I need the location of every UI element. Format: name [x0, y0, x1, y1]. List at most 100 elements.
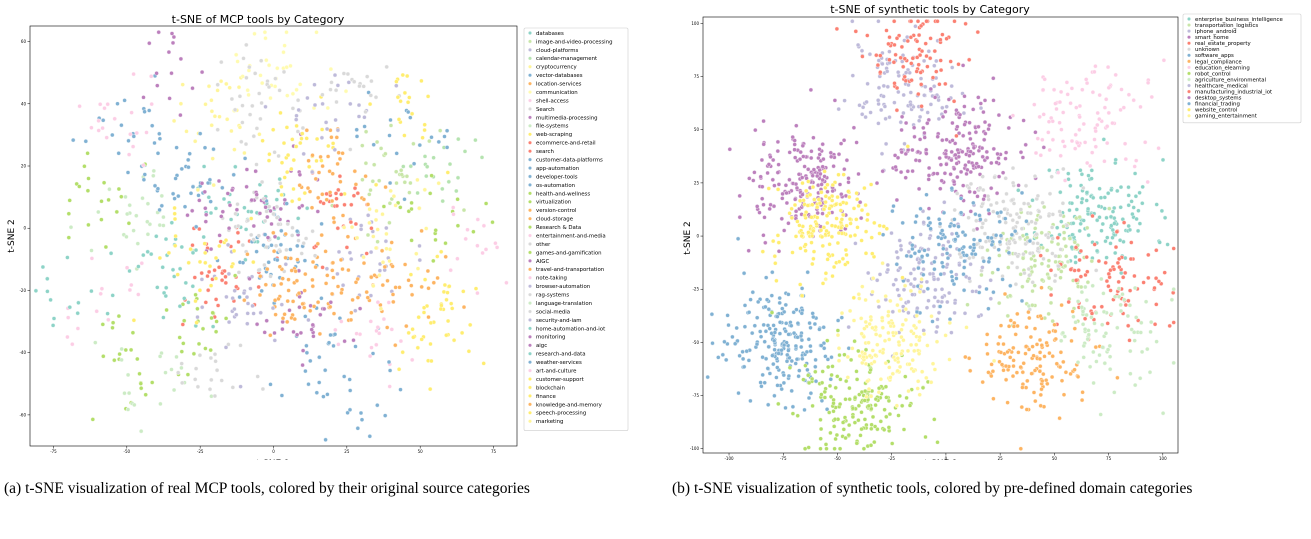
- scatter-point: [903, 307, 908, 312]
- scatter-point: [927, 220, 933, 226]
- scatter-point: [806, 167, 811, 172]
- scatter-point: [856, 418, 861, 423]
- scatter-point: [797, 198, 803, 203]
- scatter-point: [222, 268, 227, 274]
- scatter-point: [1085, 280, 1091, 285]
- scatter-point: [993, 233, 999, 238]
- scatter-point: [817, 167, 822, 173]
- scatter-point: [763, 304, 768, 310]
- scatter-point: [981, 197, 986, 202]
- scatter-point: [1032, 263, 1037, 269]
- scatter-point: [963, 232, 968, 238]
- scatter-point: [1023, 385, 1029, 390]
- scatter-point: [1010, 373, 1016, 379]
- scatter-point: [263, 282, 268, 287]
- scatter-point: [304, 343, 309, 348]
- scatter-point: [939, 260, 945, 265]
- y-tick-label: 0: [23, 226, 26, 231]
- scatter-point: [191, 351, 197, 356]
- scatter-point: [968, 169, 973, 175]
- scatter-point: [873, 353, 878, 358]
- scatter-point: [844, 252, 849, 258]
- scatter-point: [203, 300, 208, 305]
- scatter-point: [297, 197, 302, 202]
- scatter-point: [1128, 371, 1133, 376]
- scatter-point: [893, 52, 898, 57]
- scatter-point: [1057, 209, 1062, 214]
- scatter-point: [345, 410, 350, 415]
- scatter-point: [141, 177, 147, 182]
- scatter-point: [868, 182, 874, 187]
- scatter-point: [947, 317, 953, 322]
- scatter-point: [1073, 320, 1078, 325]
- scatter-point: [1031, 353, 1036, 358]
- scatter-point: [727, 147, 732, 152]
- scatter-point: [260, 386, 266, 392]
- scatter-point: [327, 169, 332, 174]
- scatter-point: [825, 189, 830, 194]
- scatter-point: [1118, 107, 1123, 113]
- scatter-point: [172, 216, 178, 222]
- scatter-point: [1113, 72, 1118, 78]
- scatter-point: [860, 105, 866, 110]
- scatter-point: [357, 83, 362, 89]
- y-tick-label: -20: [19, 288, 26, 293]
- scatter-point: [200, 305, 205, 310]
- scatter-point: [324, 126, 330, 132]
- scatter-point: [147, 108, 152, 113]
- scatter-point: [157, 207, 162, 213]
- scatter-point: [197, 288, 203, 293]
- legend-marker: [528, 48, 532, 52]
- legend-entry: search: [536, 149, 554, 155]
- scatter-point: [830, 188, 835, 194]
- scatter-point: [901, 92, 906, 98]
- scatter-point: [1069, 201, 1075, 206]
- scatter-point: [921, 328, 926, 333]
- scatter-point: [398, 205, 403, 210]
- scatter-point: [273, 243, 279, 248]
- scatter-point: [399, 168, 404, 173]
- scatter-point: [447, 161, 453, 167]
- scatter-point: [810, 311, 815, 316]
- scatter-point: [1099, 304, 1104, 309]
- scatter-point: [795, 413, 800, 418]
- scatter-point: [784, 321, 789, 326]
- scatter-point: [802, 213, 807, 218]
- scatter-point: [792, 202, 798, 208]
- scatter-point: [935, 19, 940, 24]
- scatter-point: [954, 133, 959, 139]
- scatter-point: [415, 266, 421, 271]
- scatter-point: [925, 64, 930, 69]
- scatter-point: [179, 349, 184, 354]
- scatter-point: [178, 56, 184, 62]
- scatter-point: [883, 294, 888, 299]
- scatter-point: [268, 382, 273, 387]
- caption-a: (a) t-SNE visualization of real MCP tool…: [4, 480, 530, 497]
- scatter-point: [455, 223, 461, 228]
- scatter-point: [938, 162, 944, 167]
- scatter-point: [886, 425, 892, 430]
- scatter-point: [273, 76, 278, 81]
- scatter-point: [977, 238, 983, 243]
- scatter-point: [316, 195, 321, 200]
- scatter-point: [887, 365, 892, 370]
- scatter-point: [339, 192, 344, 197]
- scatter-point: [762, 339, 767, 344]
- scatter-point: [935, 317, 940, 322]
- scatter-point: [1024, 344, 1029, 349]
- scatter-point: [781, 342, 787, 348]
- scatter-point: [230, 296, 235, 301]
- scatter-point: [798, 333, 804, 339]
- scatter-point: [170, 40, 176, 46]
- scatter-point: [1014, 211, 1020, 217]
- scatter-point: [892, 19, 897, 24]
- scatter-point: [182, 296, 187, 301]
- scatter-point: [1038, 313, 1043, 319]
- scatter-point: [916, 260, 922, 265]
- scatter-point: [866, 386, 872, 392]
- scatter-point: [1126, 193, 1131, 198]
- scatter-point: [775, 170, 780, 175]
- scatter-point: [190, 284, 195, 289]
- scatter-point: [1027, 251, 1033, 256]
- scatter-point: [387, 368, 393, 373]
